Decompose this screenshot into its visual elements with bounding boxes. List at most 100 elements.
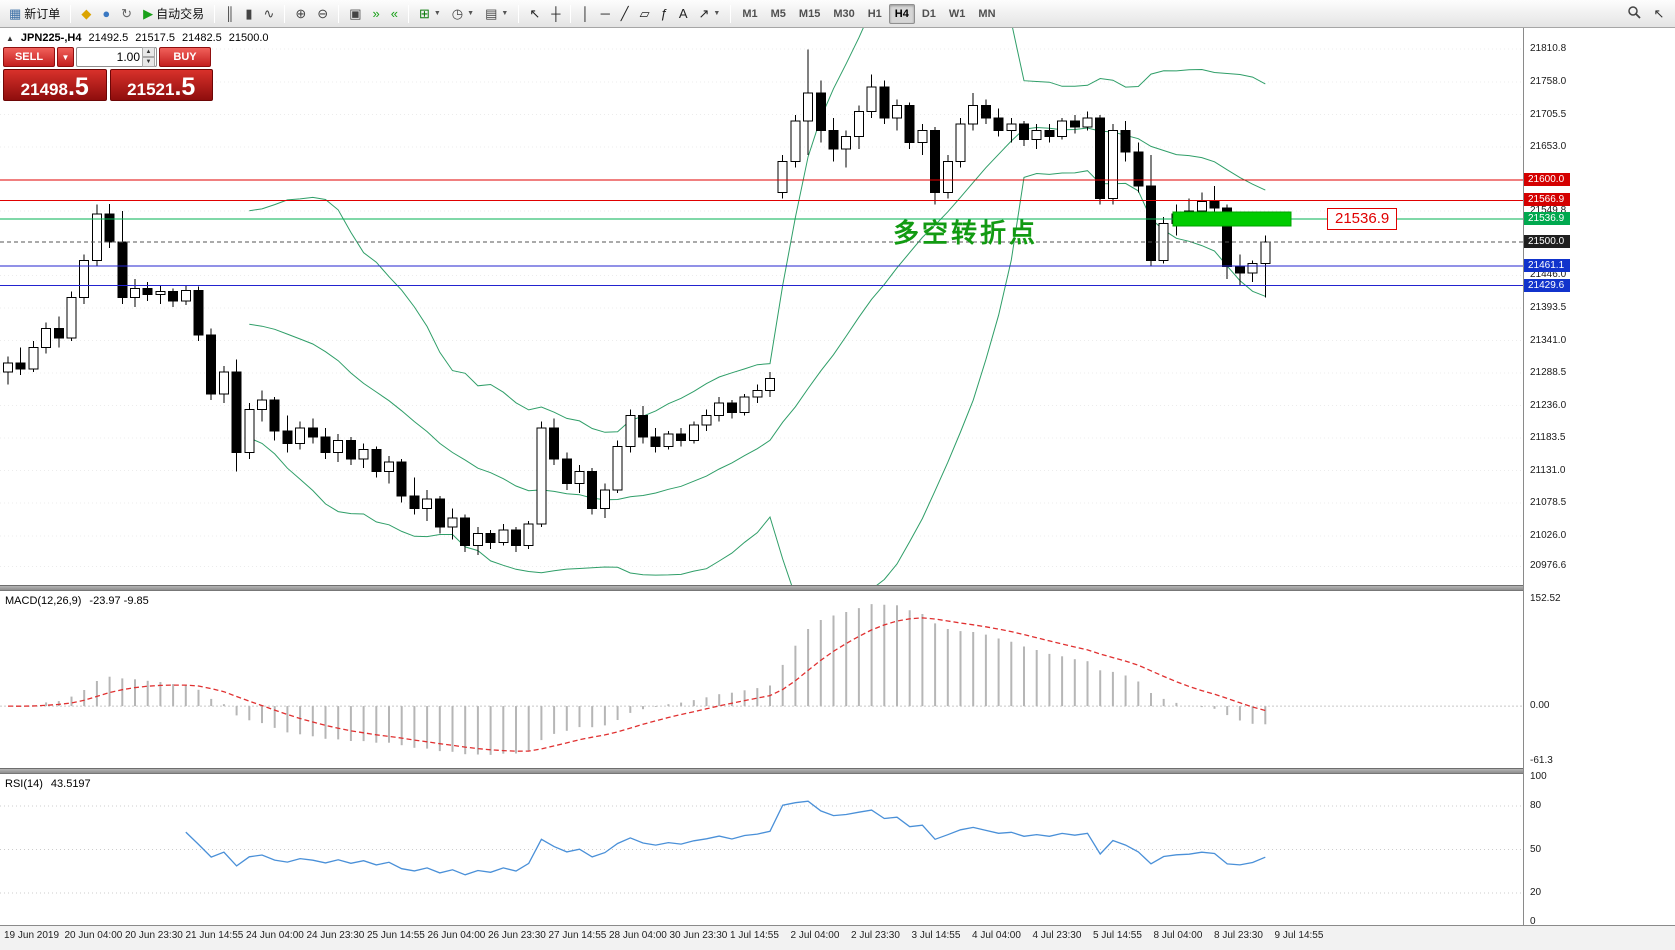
metaeditor-button[interactable]: ◆ — [76, 3, 96, 25]
time-axis-label: 26 Jun 23:30 — [488, 930, 546, 941]
text-button[interactable]: A — [674, 3, 693, 25]
channel-button[interactable]: ▱ — [635, 3, 655, 25]
templates-button[interactable]: ▤ ▼ — [480, 3, 513, 25]
rsi-axis-label: 0 — [1530, 916, 1536, 927]
price-tick: 21183.5 — [1530, 432, 1566, 444]
chart-shift-button[interactable]: « — [386, 3, 403, 25]
price-tick: 21078.5 — [1530, 497, 1567, 509]
toolbar-separator — [570, 4, 572, 23]
annotation-text-object[interactable]: 多空转折点 — [893, 218, 1039, 249]
toolbar-separator — [338, 4, 340, 23]
rsi-axis-label: 20 — [1530, 887, 1542, 898]
price-badge: 21500.0 — [1524, 234, 1570, 248]
timeframe-w1-button[interactable]: W1 — [943, 4, 972, 24]
timeframe-m30-button[interactable]: M30 — [827, 4, 860, 24]
rsi-line — [185, 800, 1266, 876]
rsi-pane[interactable]: RSI(14) 43.5197 — [0, 774, 1523, 925]
time-axis-label: 24 Jun 04:00 — [246, 930, 304, 941]
bar-low: 21482.5 — [182, 32, 222, 44]
stepper-up-icon[interactable]: ▲ — [142, 47, 155, 57]
periods-button[interactable]: ◷ ▼ — [447, 3, 479, 25]
toolbar-separator — [214, 4, 216, 23]
vertical-line-button[interactable]: │ — [576, 3, 594, 25]
auto-scroll-button[interactable]: » — [367, 3, 384, 25]
buy-price[interactable]: 21521.5 — [109, 69, 213, 101]
tile-windows-icon: ▣ — [349, 6, 362, 21]
toolbar-separator — [730, 4, 732, 23]
candlestick-chart-button[interactable]: ▮ — [240, 3, 257, 25]
bar-high: 21517.5 — [135, 32, 175, 44]
arrows-icon: ↗ — [698, 6, 710, 21]
one-click-trading-panel: SELL ▼ 1.00 ▲ ▼ BUY 21498.5 21521.5 — [3, 47, 213, 101]
pane-splitter[interactable] — [0, 585, 1675, 591]
volume-dropdown-button[interactable]: ▼ — [57, 47, 74, 67]
search-button[interactable] — [1622, 3, 1646, 25]
time-axis-label: 27 Jun 14:55 — [548, 930, 607, 941]
rsi-axis-label: 100 — [1530, 771, 1547, 782]
macd-axis-label: -61.3 — [1530, 755, 1553, 766]
timeframe-h1-button[interactable]: H1 — [862, 4, 888, 24]
community-button[interactable]: ● — [97, 3, 115, 25]
macd-axis-label: 152.52 — [1530, 593, 1561, 604]
timeframe-h4-button[interactable]: H4 — [888, 3, 915, 24]
cursor-icon: ↖ — [529, 6, 541, 21]
zoom-in-button[interactable]: ⊕ — [290, 3, 311, 25]
chart-shift-icon: « — [390, 6, 398, 21]
horizontal-line-button[interactable]: ─ — [596, 3, 615, 25]
stepper-down-icon[interactable]: ▼ — [142, 57, 155, 67]
price-scale[interactable]: 21810.8 21758.0 21705.5 21653.0 21549.8 21446… — [1523, 28, 1675, 927]
timeframe-mn-button[interactable]: MN — [972, 4, 1001, 24]
arrows-button[interactable]: ↗ ▼ — [694, 3, 726, 25]
refresh-button[interactable]: ↻ — [116, 3, 137, 25]
new-order-icon: ▦ — [9, 6, 22, 21]
new-order-button[interactable]: ▦ 新订单 — [4, 3, 65, 25]
trendline-button[interactable]: ╱ — [616, 3, 634, 25]
volume-stepper[interactable]: ▲ ▼ — [142, 47, 155, 67]
time-axis-label: 4 Jul 23:30 — [1032, 930, 1082, 941]
timeframe-m5-button[interactable]: M5 — [765, 4, 792, 24]
timeframe-m1-button[interactable]: M1 — [736, 4, 763, 24]
price-level-label-object[interactable]: 21536.9 — [1327, 208, 1398, 230]
buy-button[interactable]: BUY — [159, 47, 211, 67]
auto-trading-button[interactable]: ▶ 自动交易 — [138, 3, 209, 25]
pane-splitter[interactable] — [0, 768, 1675, 774]
bar-chart-button[interactable]: ║ — [220, 3, 239, 25]
macd-pane[interactable]: MACD(12,26,9) -23.97 -9.85 — [0, 591, 1523, 768]
time-axis-label: 4 Jul 04:00 — [972, 930, 1021, 941]
time-axis-label: 19 Jun 2019 — [4, 930, 60, 941]
sell-price[interactable]: 21498.5 — [3, 69, 107, 101]
bar-open: 21492.5 — [88, 32, 129, 44]
rsi-label: RSI(14) 43.5197 — [5, 778, 91, 790]
line-chart-button[interactable]: ∿ — [258, 3, 279, 25]
periods-icon: ◷ — [451, 6, 464, 21]
time-axis-label: 20 Jun 04:00 — [64, 930, 123, 941]
symbol-marker-icon: ▲ — [6, 33, 14, 43]
price-tick: 21026.0 — [1530, 529, 1567, 541]
time-scale[interactable]: 19 Jun 2019 20 Jun 04:00 20 Jun 23:30 21 Ju… — [0, 925, 1675, 950]
crosshair-button[interactable]: ┼ — [546, 3, 565, 25]
time-axis-label: 8 Jul 23:30 — [1214, 930, 1263, 941]
volume-input[interactable]: 1.00 ▲ ▼ — [76, 47, 157, 67]
timeframe-d1-button[interactable]: D1 — [916, 4, 942, 24]
price-tick: 21705.5 — [1530, 108, 1567, 120]
highlight-rectangle-object[interactable] — [1172, 211, 1292, 227]
templates-icon: ▤ — [485, 6, 498, 21]
toolbar-separator — [284, 4, 286, 23]
sell-button[interactable]: SELL — [3, 47, 55, 67]
help-pointer-button[interactable]: ↖ — [1647, 3, 1671, 25]
indicators-icon: ⊞ — [418, 6, 430, 21]
price-badge: 21461.1 — [1524, 259, 1570, 272]
price-tick: 21341.0 — [1530, 334, 1567, 346]
zoom-out-button[interactable]: ⊖ — [312, 3, 333, 25]
cursor-button[interactable]: ↖ — [524, 3, 545, 25]
toolbar: ▦ 新订单 ◆ ● ↻ ▶ 自动交易 ║ ▮ ∿ ⊕ ⊖ ▣ » « ⊞ ▼ ◷ ▼ ▤ ▼ ↖ ┼ │ ─ ╱ ▱ ƒ A ↗ ▼ M1 M5… — [0, 0, 1675, 28]
price-badge: 21429.6 — [1524, 278, 1570, 292]
timeframe-m15-button[interactable]: M15 — [793, 4, 826, 24]
price-badge: 21536.9 — [1524, 212, 1570, 225]
community-icon: ● — [102, 6, 111, 21]
indicators-button[interactable]: ⊞ ▼ — [414, 3, 446, 25]
tile-windows-button[interactable]: ▣ — [344, 3, 366, 25]
chart-plot-area[interactable]: ▲ JPN225-,H4 21492.5 21517.5 21482.5 215… — [0, 28, 1523, 585]
fibonacci-button[interactable]: ƒ — [656, 3, 673, 25]
